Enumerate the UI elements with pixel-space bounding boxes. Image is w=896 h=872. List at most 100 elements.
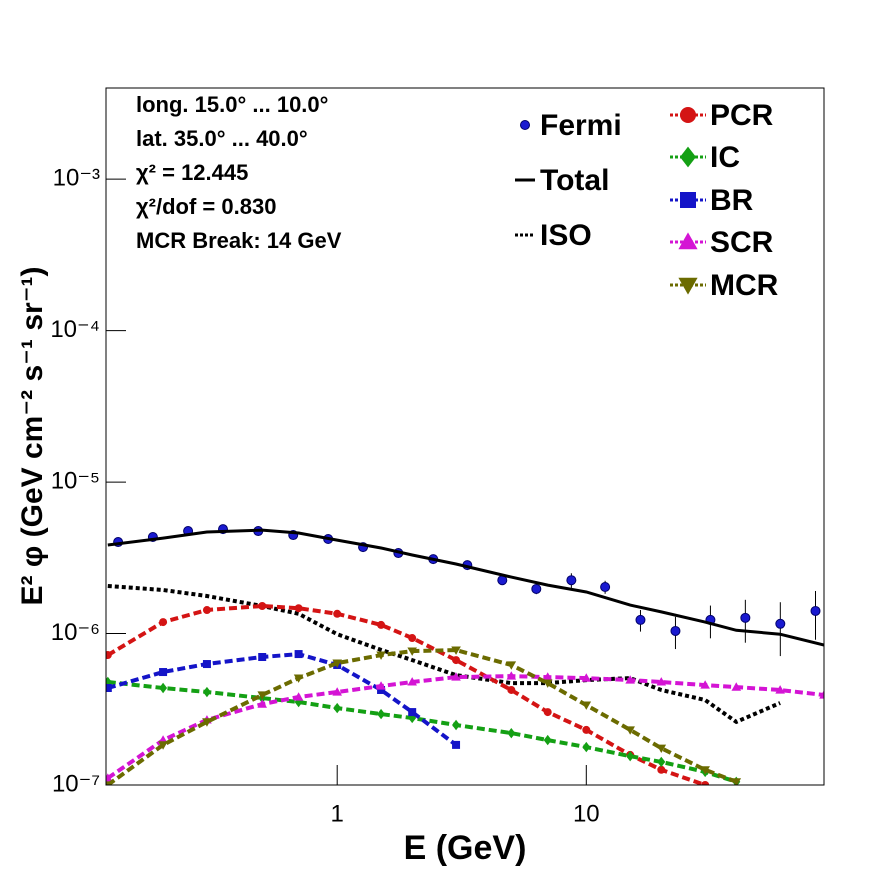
series-line xyxy=(106,648,738,785)
data-point xyxy=(106,781,113,785)
x-tick-label: 1 xyxy=(331,800,344,827)
data-point xyxy=(626,750,635,762)
data-point xyxy=(635,614,646,625)
data-point xyxy=(740,612,751,623)
data-point xyxy=(377,708,386,720)
data-point xyxy=(581,673,592,682)
annotation: long. 15.0° ... 10.0° xyxy=(136,92,328,117)
data-point xyxy=(507,685,516,694)
plot-area xyxy=(106,524,824,785)
plot-frame xyxy=(105,87,825,786)
data-point xyxy=(451,672,461,681)
data-point xyxy=(106,773,113,782)
data-point xyxy=(407,677,417,686)
legend-marker xyxy=(678,232,698,250)
data-point xyxy=(581,701,592,710)
legend-marker xyxy=(680,107,696,123)
legend-marker xyxy=(680,192,696,208)
data-point xyxy=(582,725,591,734)
data-point xyxy=(657,765,666,774)
data-point xyxy=(106,651,112,660)
data-point xyxy=(333,702,342,714)
data-point xyxy=(731,778,742,785)
data-point xyxy=(582,741,591,753)
data-point xyxy=(775,685,785,694)
data-point xyxy=(507,727,516,739)
legend-label: SCR xyxy=(710,226,774,259)
y-tick-label: 10⁻⁵ xyxy=(51,467,100,494)
data-point xyxy=(625,675,635,684)
annotation: χ² = 12.445 xyxy=(136,160,248,185)
data-point xyxy=(542,672,553,681)
data-point xyxy=(408,708,417,717)
data-point xyxy=(202,660,211,669)
data-point xyxy=(106,683,112,692)
data-point xyxy=(257,691,268,700)
y-tick-label: 10⁻⁶ xyxy=(51,619,100,646)
data-point xyxy=(202,718,212,727)
x-tick-label: 10 xyxy=(573,800,600,827)
data-point xyxy=(332,687,342,696)
legend-label: MCR xyxy=(710,269,779,302)
data-point xyxy=(810,605,821,616)
data-point xyxy=(775,618,786,629)
x-axis-label: E (GeV) xyxy=(404,829,527,867)
data-point xyxy=(376,651,386,660)
legend-marker xyxy=(678,277,698,295)
data-point xyxy=(542,679,553,688)
data-point xyxy=(333,609,342,618)
annotation: lat. 35.0° ... 40.0° xyxy=(136,126,308,151)
legend-label: BR xyxy=(710,184,754,217)
legend-label: Total xyxy=(540,164,609,197)
data-point xyxy=(819,690,824,699)
series-line xyxy=(106,674,824,780)
data-point xyxy=(670,625,681,636)
data-point xyxy=(294,604,303,613)
y-tick-label: 10⁻⁴ xyxy=(50,316,100,343)
data-point xyxy=(377,620,386,629)
data-point xyxy=(258,653,267,662)
data-point xyxy=(506,671,517,680)
data-point xyxy=(159,682,168,694)
data-point xyxy=(202,686,211,698)
legend-label: ISO xyxy=(540,219,592,252)
data-point xyxy=(543,734,552,746)
legend-label: Fermi xyxy=(540,109,622,142)
data-point xyxy=(452,740,461,749)
data-point xyxy=(257,699,268,708)
data-point xyxy=(408,634,417,643)
y-tick-label: 10⁻⁷ xyxy=(52,770,100,797)
data-point xyxy=(452,656,461,665)
data-point xyxy=(258,602,267,611)
y-tick-label: 10⁻³ xyxy=(53,165,100,192)
annotation: MCR Break: 14 GeV xyxy=(136,228,342,253)
data-point xyxy=(657,756,666,768)
legend-label: PCR xyxy=(710,99,774,132)
data-point xyxy=(506,661,517,670)
data-point xyxy=(531,583,542,594)
y-axis-label: E² φ (GeV cm⁻² s⁻¹ sr⁻¹) xyxy=(16,266,49,605)
data-point xyxy=(159,618,168,627)
data-point xyxy=(625,726,635,735)
data-point xyxy=(377,685,386,694)
data-point xyxy=(407,647,417,656)
data-point xyxy=(700,766,710,775)
data-point xyxy=(600,581,611,592)
data-point xyxy=(566,575,577,586)
legend-marker xyxy=(520,120,530,130)
data-point xyxy=(159,668,168,677)
data-point xyxy=(700,680,710,689)
data-point xyxy=(451,646,461,655)
series-line xyxy=(107,680,737,784)
data-point xyxy=(158,741,168,750)
data-point xyxy=(202,606,211,615)
data-point xyxy=(731,682,742,691)
data-point xyxy=(656,677,667,686)
legend-marker xyxy=(680,146,696,168)
data-point xyxy=(332,659,342,668)
data-point xyxy=(293,692,304,701)
data-point xyxy=(656,744,667,753)
series-line xyxy=(107,528,824,647)
